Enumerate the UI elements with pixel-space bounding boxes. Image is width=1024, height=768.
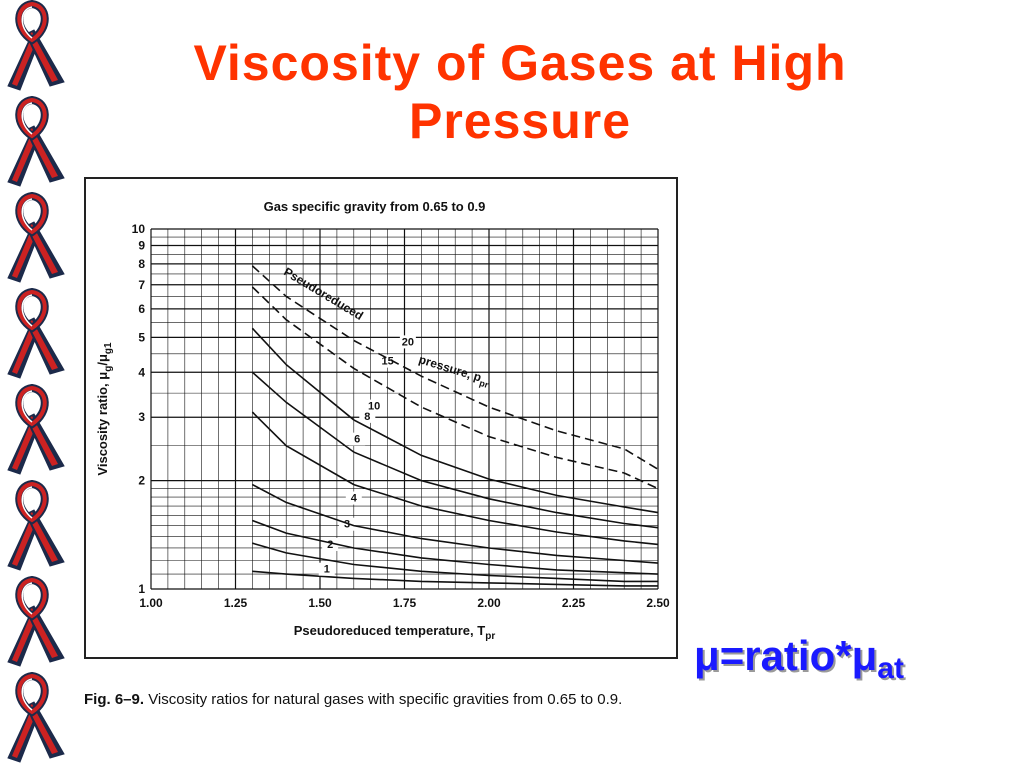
awareness-ribbon-icon (7, 575, 65, 667)
series-line-ppr-4 (252, 483, 659, 564)
y-tick-label: 2 (138, 474, 145, 488)
y-tick-label: 9 (138, 238, 145, 252)
figure-caption: Fig. 6–9. Viscosity ratios for natural g… (84, 690, 678, 710)
series-line-ppr-3 (252, 519, 659, 575)
y-tick-label: 1 (138, 582, 145, 596)
viscosity-formula: μ=ratio*μat (694, 632, 904, 686)
annotation-pressure: pressure, ppr (416, 352, 492, 390)
y-tick-label: 4 (138, 365, 145, 379)
awareness-ribbon-icon (7, 95, 65, 187)
figure-caption-text: Viscosity ratios for natural gases with … (144, 691, 623, 708)
series-line-ppr-6 (251, 411, 659, 546)
series-label-bg (349, 432, 366, 446)
awareness-ribbon-icon (7, 0, 65, 91)
series-label-bg (399, 335, 416, 349)
x-axis-label-subscript: pr (485, 631, 495, 642)
series-label: 3 (344, 519, 350, 531)
x-tick-label: 1.00 (139, 596, 163, 610)
series-label: 4 (351, 493, 358, 505)
x-tick-label: 1.75 (393, 596, 417, 610)
formula-subscript: at (877, 652, 904, 685)
y-tick-label: 5 (138, 330, 145, 344)
series-label-bg (339, 517, 356, 531)
series-label: 20 (402, 336, 414, 348)
series-label: 8 (364, 411, 370, 423)
y-axis-label-subscript: g1 (103, 342, 114, 354)
awareness-ribbon-icon (7, 383, 65, 475)
series-line-ppr-10 (251, 327, 659, 514)
x-tick-label: 2.25 (562, 596, 586, 610)
series-label-bg (359, 409, 376, 423)
y-tick-label: 7 (138, 278, 145, 292)
slide-title: Viscosity of Gases at High Pressure (193, 35, 847, 149)
y-tick-label: 3 (138, 410, 145, 424)
series-line-ppr-20 (251, 265, 659, 470)
awareness-ribbon-icon (7, 287, 65, 379)
series-line-ppr-8 (251, 371, 659, 529)
x-tick-label: 2.50 (646, 596, 670, 610)
chart-figure: 1.00 1.25 1.50 1.75 2.00 2.25 2.50 1 2 3 4 5 6 7 8 9 10 G… (84, 177, 678, 659)
series-label-bg (379, 354, 396, 368)
x-tick-label: 2.00 (477, 596, 501, 610)
series-line-ppr-1 (252, 570, 658, 587)
y-axis-label-divider: /μ (95, 354, 110, 366)
series-label: 2 (327, 539, 333, 551)
y-axis-label-subscript: g (103, 366, 114, 372)
series-label-bg (366, 399, 383, 413)
ribbon-decoration-strip (7, 0, 65, 763)
x-axis-label: Pseudoreduced temperature, Tpr (294, 623, 496, 642)
viscosity-chart: 1.00 1.25 1.50 1.75 2.00 2.25 2.5012345678910G… (95, 199, 670, 642)
x-tick-label: 1.25 (224, 596, 248, 610)
series-label: 10 (368, 401, 380, 413)
series-label: 6 (354, 434, 360, 446)
series-line-ppr-2 (252, 542, 658, 583)
y-tick-label: 8 (138, 257, 145, 271)
annotation-pseudoreduced: Pseudoreduced (281, 265, 365, 323)
awareness-ribbon-icon (7, 191, 65, 283)
annotation-pressure-subscript: pr (478, 378, 490, 390)
y-axis-label: Viscosity ratio, μg/μg1 (95, 342, 114, 476)
awareness-ribbon-icon (7, 671, 65, 763)
chart-title: Gas specific gravity from 0.65 to 0.9 (264, 199, 486, 214)
y-tick-label: 10 (132, 222, 146, 236)
series-label-bg (318, 562, 335, 576)
series-label-bg (345, 491, 362, 505)
awareness-ribbon-icon (7, 479, 65, 571)
x-tick-label: 1.50 (308, 596, 332, 610)
figure-caption-label: Fig. 6–9. (84, 691, 145, 708)
y-tick-label: 6 (138, 302, 145, 316)
series-label: 15 (381, 356, 393, 368)
series-label: 1 (324, 564, 330, 576)
formula-main: μ=ratio*μ (694, 632, 878, 679)
series-line-ppr-15 (251, 286, 659, 490)
